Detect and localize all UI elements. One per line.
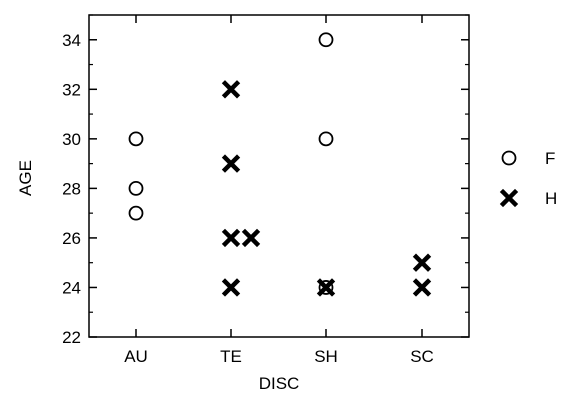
legend-marker-H — [499, 188, 519, 208]
point-F — [318, 131, 334, 147]
data-points — [128, 32, 432, 297]
point-H — [241, 228, 261, 248]
point-H — [316, 278, 336, 297]
legend: FH — [499, 149, 557, 208]
x-tick-label: SC — [410, 347, 434, 366]
y-tick-label: 34 — [62, 31, 81, 50]
point-F — [318, 280, 334, 295]
point-H — [221, 228, 241, 248]
ticks: 22 24 26 28 30 32 34 AU TE SH SC — [62, 14, 469, 366]
x-tick-label: SH — [314, 347, 338, 366]
point-H — [221, 80, 241, 99]
y-tick-label: 32 — [62, 80, 81, 99]
y-tick-label: 22 — [62, 328, 81, 347]
point-F — [128, 205, 144, 221]
point-H — [221, 278, 241, 297]
point-H — [221, 154, 241, 173]
y-tick-label: 26 — [62, 229, 81, 248]
y-axis-label: AGE — [16, 160, 35, 196]
x-axis-label: DISC — [259, 374, 300, 393]
point-F — [128, 131, 144, 147]
plot-frame — [88, 14, 470, 338]
y-tick-label: 28 — [62, 179, 81, 198]
point-H — [412, 278, 432, 297]
point-F — [318, 32, 334, 48]
x-tick-label: AU — [124, 347, 148, 366]
legend-label: H — [545, 189, 557, 208]
y-tick-label: 30 — [62, 130, 81, 149]
point-F — [128, 180, 144, 196]
point-H — [412, 253, 432, 272]
legend-marker-F — [501, 150, 517, 166]
x-tick-label: TE — [220, 347, 242, 366]
legend-label: F — [545, 149, 555, 168]
y-tick-label: 24 — [62, 278, 81, 297]
